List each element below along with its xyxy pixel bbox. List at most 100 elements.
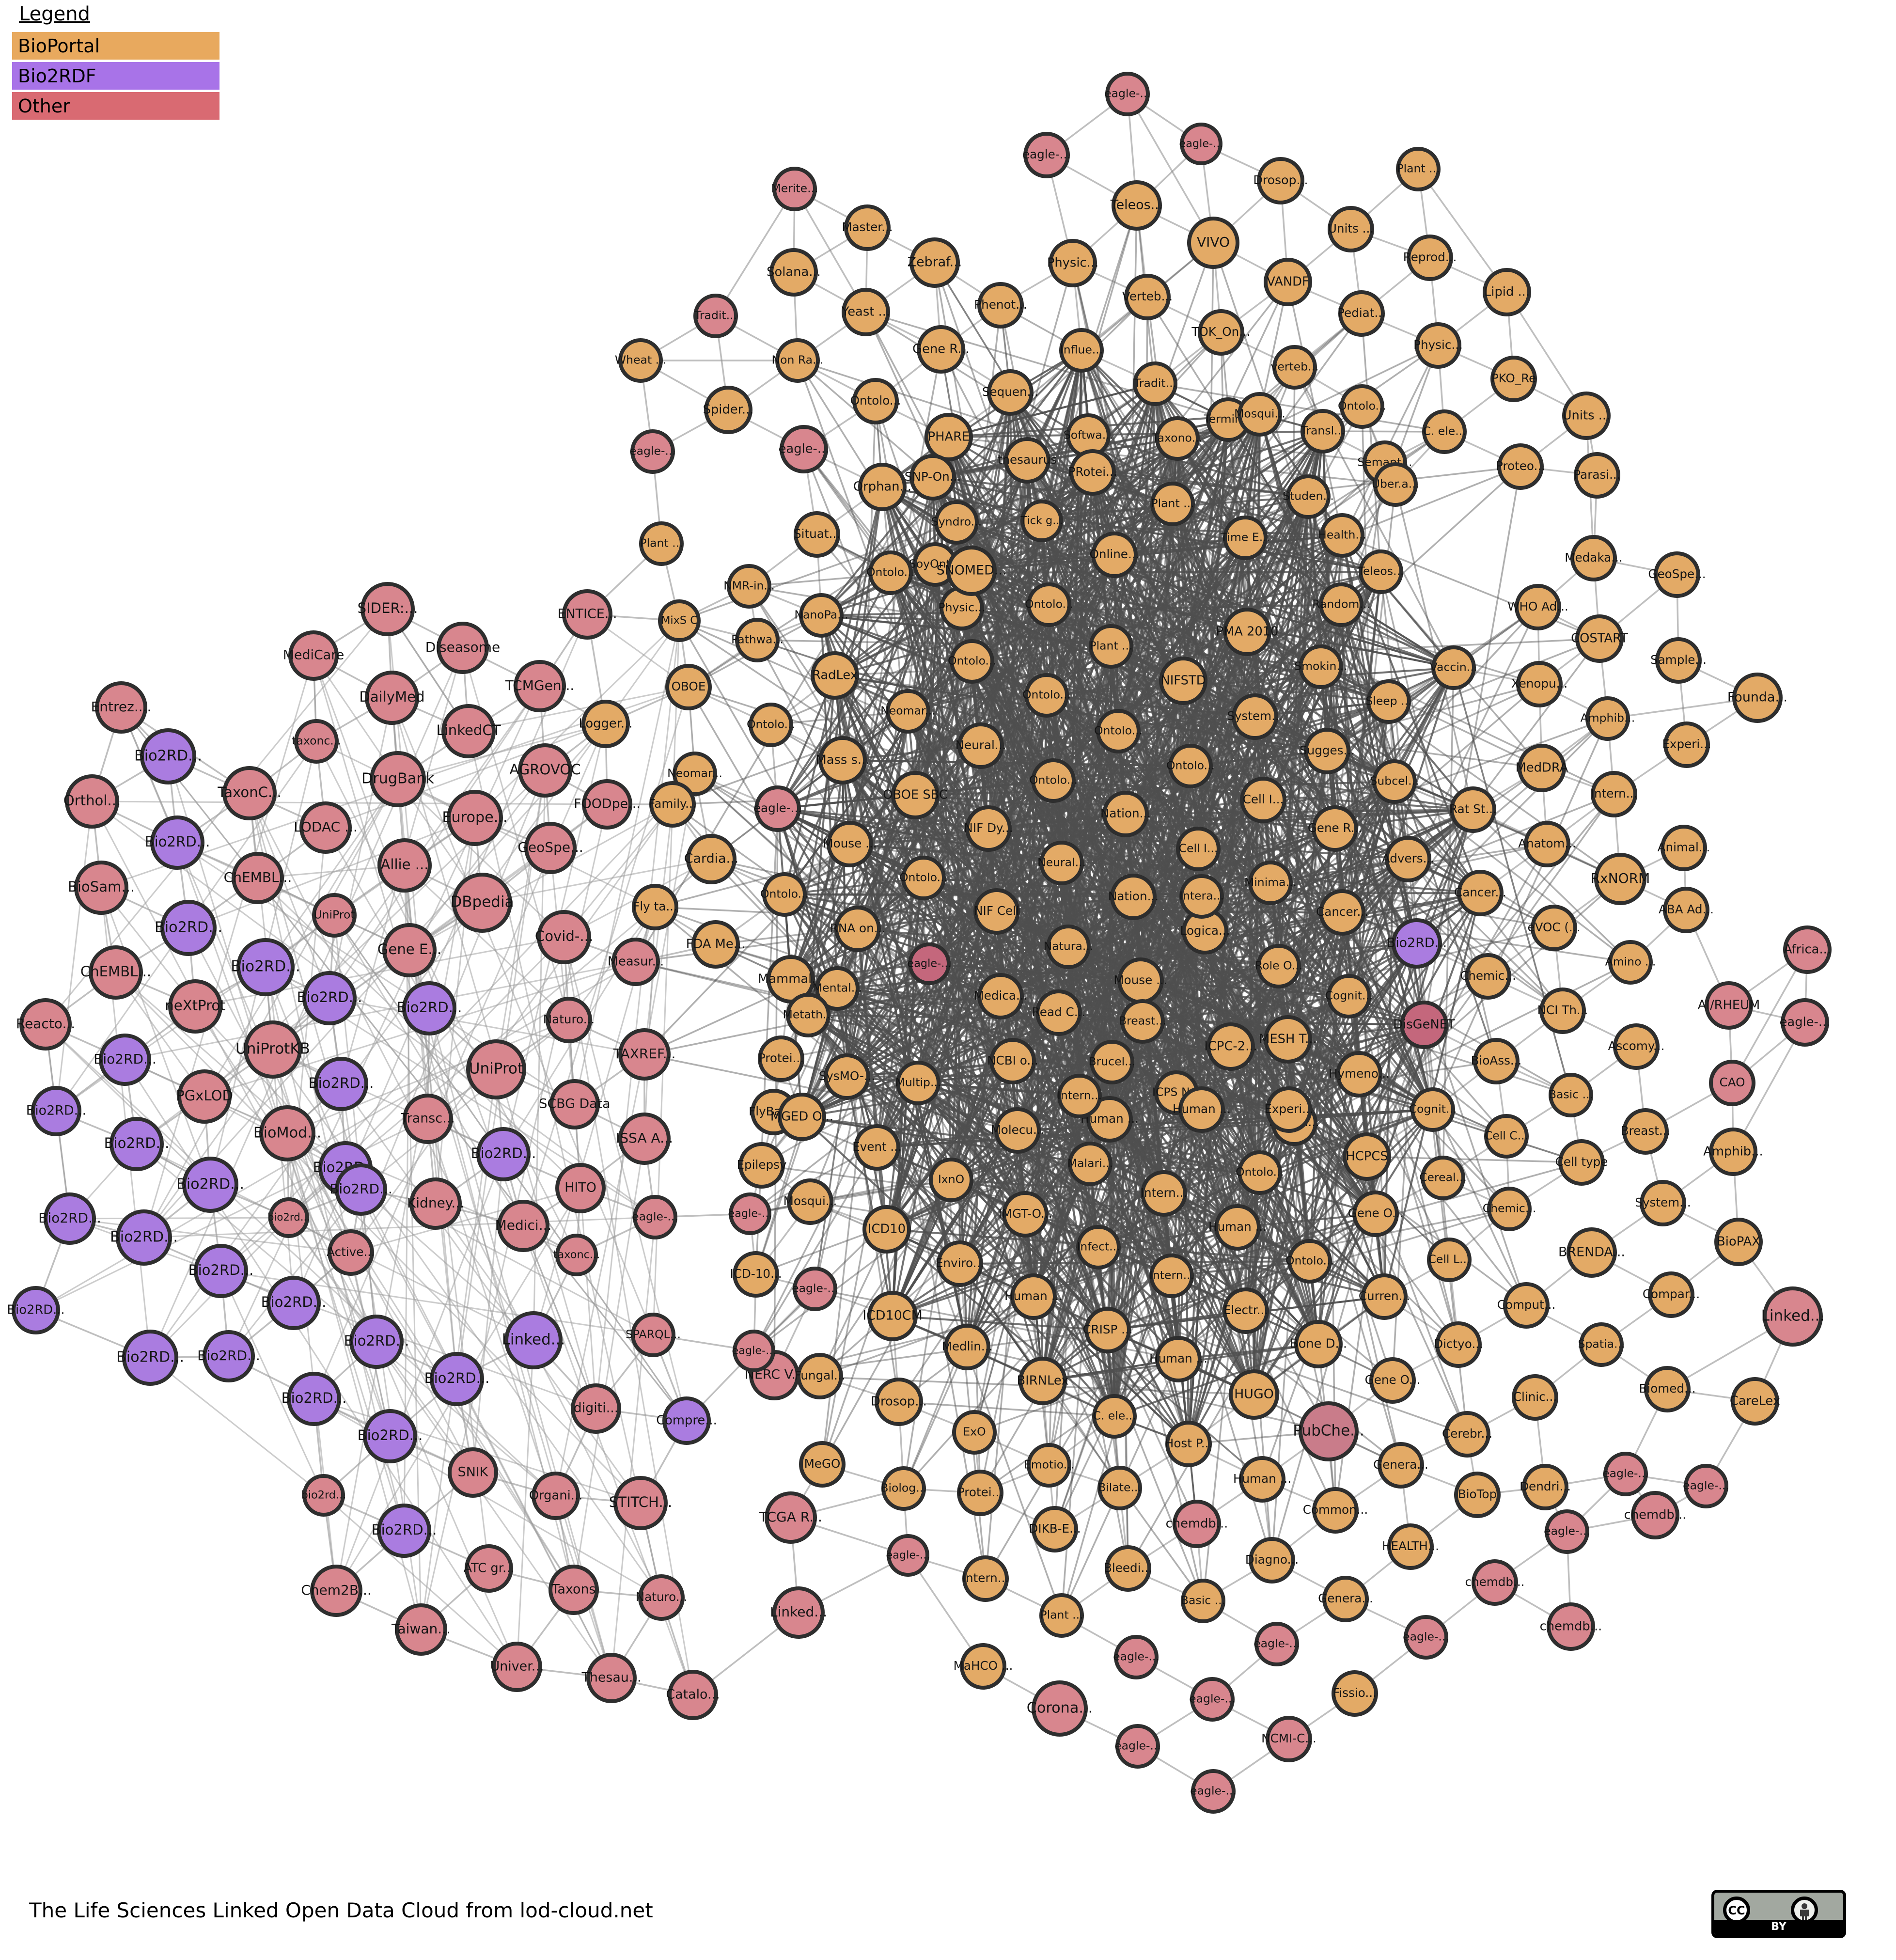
graph-node[interactable]: Non Ra... [771,338,824,383]
graph-node[interactable]: BioMod... [253,1105,321,1161]
graph-node[interactable]: Influe... [1059,328,1104,373]
graph-node[interactable]: Sugges... [1300,728,1355,774]
graph-node[interactable]: Bilate... [1097,1466,1142,1510]
graph-node[interactable]: Anatom... [1518,821,1576,867]
graph-node[interactable]: Gene R... [1308,805,1363,852]
graph-node[interactable]: CareLex [1730,1377,1780,1426]
graph-node[interactable]: Measur... [608,938,664,986]
graph-node[interactable]: GeoSpe... [517,822,583,874]
graph-node[interactable]: Ontolo... [1338,384,1386,429]
graph-node[interactable]: Corona... [1027,1680,1093,1737]
graph-node[interactable]: Studen... [1283,474,1334,519]
graph-node[interactable]: VIVO [1187,217,1239,269]
graph-node[interactable]: PRotei... [1068,449,1117,496]
graph-node[interactable]: Orphan... [853,463,911,511]
graph-node[interactable]: Bio2RD... [309,1057,374,1111]
graph-node[interactable]: chemdb... [1624,1491,1687,1539]
graph-node[interactable]: Tick g... [1020,500,1063,542]
graph-node[interactable]: Bio2RD... [26,1086,86,1136]
graph-node[interactable]: Bio2RD... [282,1372,347,1426]
graph-node[interactable]: Intera... [1179,874,1224,919]
graph-node[interactable]: Neomar... [880,689,936,734]
graph-node[interactable]: Ontolo... [1022,673,1071,718]
graph-node[interactable]: Genera... [1318,1576,1373,1622]
graph-node[interactable]: WHO Ad... [1507,584,1568,630]
graph-node[interactable]: BioTop [1454,1472,1501,1518]
graph-node[interactable]: Ontolo... [1029,758,1078,803]
graph-node[interactable]: ATC gr... [463,1544,515,1593]
graph-node[interactable]: Cell I... [1176,827,1221,871]
graph-node[interactable]: Sample... [1650,637,1707,684]
graph-node[interactable]: Chemic... [1483,1187,1536,1231]
graph-node[interactable]: Parasi... [1573,452,1621,499]
graph-node[interactable]: eagle-... [732,1330,776,1372]
graph-node[interactable]: ABA Ad... [1659,887,1714,933]
graph-node[interactable]: thesaurus [998,437,1057,484]
graph-node[interactable]: Cardia... [684,834,738,884]
graph-node[interactable]: Drosop... [1253,157,1308,204]
graph-node[interactable]: eagle-... [1179,123,1223,165]
graph-node[interactable]: eagle-... [1683,1464,1729,1508]
graph-node[interactable]: Health... [1318,513,1366,558]
graph-node[interactable]: BioPAX [1714,1218,1763,1266]
graph-node[interactable]: Taiwan... [391,1603,451,1656]
graph-node[interactable]: Vaccin... [1430,645,1477,690]
graph-node[interactable]: Nation... [1108,874,1159,920]
graph-node[interactable]: Physic... [1047,239,1098,287]
graph-node[interactable]: eagle-... [1114,1724,1161,1769]
graph-node[interactable]: SPARQL... [626,1313,681,1357]
graph-node[interactable]: Ontolo... [899,856,948,900]
graph-node[interactable]: Zebraf... [908,237,962,288]
graph-node[interactable]: eagle-... [1104,72,1151,116]
graph-node[interactable]: System... [1227,693,1283,740]
graph-node[interactable]: SNOMED... [937,546,1007,596]
graph-node[interactable]: Human ... [1149,1336,1207,1382]
graph-node[interactable]: Taxons [548,1565,599,1615]
graph-node[interactable]: Bio2RD... [344,1315,409,1369]
graph-node[interactable]: BioSam... [68,861,135,915]
graph-node[interactable]: eagle-... [1403,1615,1449,1660]
graph-node[interactable]: Cognit... [1325,974,1373,1019]
graph-node[interactable]: Cell type [1555,1139,1608,1186]
graph-node[interactable]: BioAss... [1471,1038,1522,1084]
graph-node[interactable]: Fissio... [1332,1670,1378,1717]
graph-node[interactable]: Bio2RD... [372,1504,437,1558]
graph-node[interactable]: eagle-... [779,425,830,473]
graph-node[interactable]: Ontolo... [948,639,996,684]
graph-node[interactable]: eagle-... [632,1195,678,1239]
graph-node[interactable]: Intern... [1141,1170,1187,1217]
graph-node[interactable]: Advers... [1382,836,1434,882]
graph-node[interactable]: Mass s... [816,736,870,784]
graph-node[interactable]: DBpedia [450,873,514,933]
graph-node[interactable]: Intern... [962,1555,1009,1602]
graph-node[interactable]: DisGeNET [1393,1001,1455,1049]
graph-node[interactable]: Family... [648,781,697,828]
graph-node[interactable]: Ascomy... [1608,1023,1665,1070]
graph-node[interactable]: Medici... [495,1200,552,1252]
graph-node[interactable]: PMA 2010 [1216,608,1279,656]
graph-node[interactable]: Teleos... [1110,180,1163,231]
graph-node[interactable]: Cognit... [1409,1087,1457,1132]
graph-node[interactable]: Human ... [1233,1456,1291,1503]
graph-node[interactable]: DailyMed [359,671,425,725]
graph-node[interactable]: TCGA R... [759,1491,822,1544]
graph-node[interactable]: Protei... [758,1035,804,1082]
graph-node[interactable]: AGROVOC [509,743,581,798]
graph-node[interactable]: Infect... [1076,1225,1121,1270]
graph-node[interactable]: Brucel... [1088,1040,1136,1084]
graph-node[interactable]: taxonc... [292,719,341,764]
graph-node[interactable]: Yeast ... [841,288,890,336]
graph-node[interactable]: eagle-... [1189,1677,1236,1722]
graph-node[interactable]: Human ... [1208,1204,1267,1251]
graph-node[interactable]: Biolog... [880,1466,927,1511]
graph-node[interactable]: chemdb... [1540,1602,1602,1651]
graph-node[interactable]: Bio2RD... [7,1286,65,1334]
cc-by-badge[interactable]: CC BY [1711,1890,1846,1938]
graph-node[interactable]: MESH T... [1259,1015,1317,1064]
graph-node[interactable]: Phenot... [974,282,1027,329]
graph-node[interactable]: chemdb... [1166,1500,1228,1548]
graph-node[interactable]: Neomar... [667,752,722,796]
graph-node[interactable]: Gene E... [377,923,441,977]
graph-node[interactable]: verteb... [1270,345,1319,390]
